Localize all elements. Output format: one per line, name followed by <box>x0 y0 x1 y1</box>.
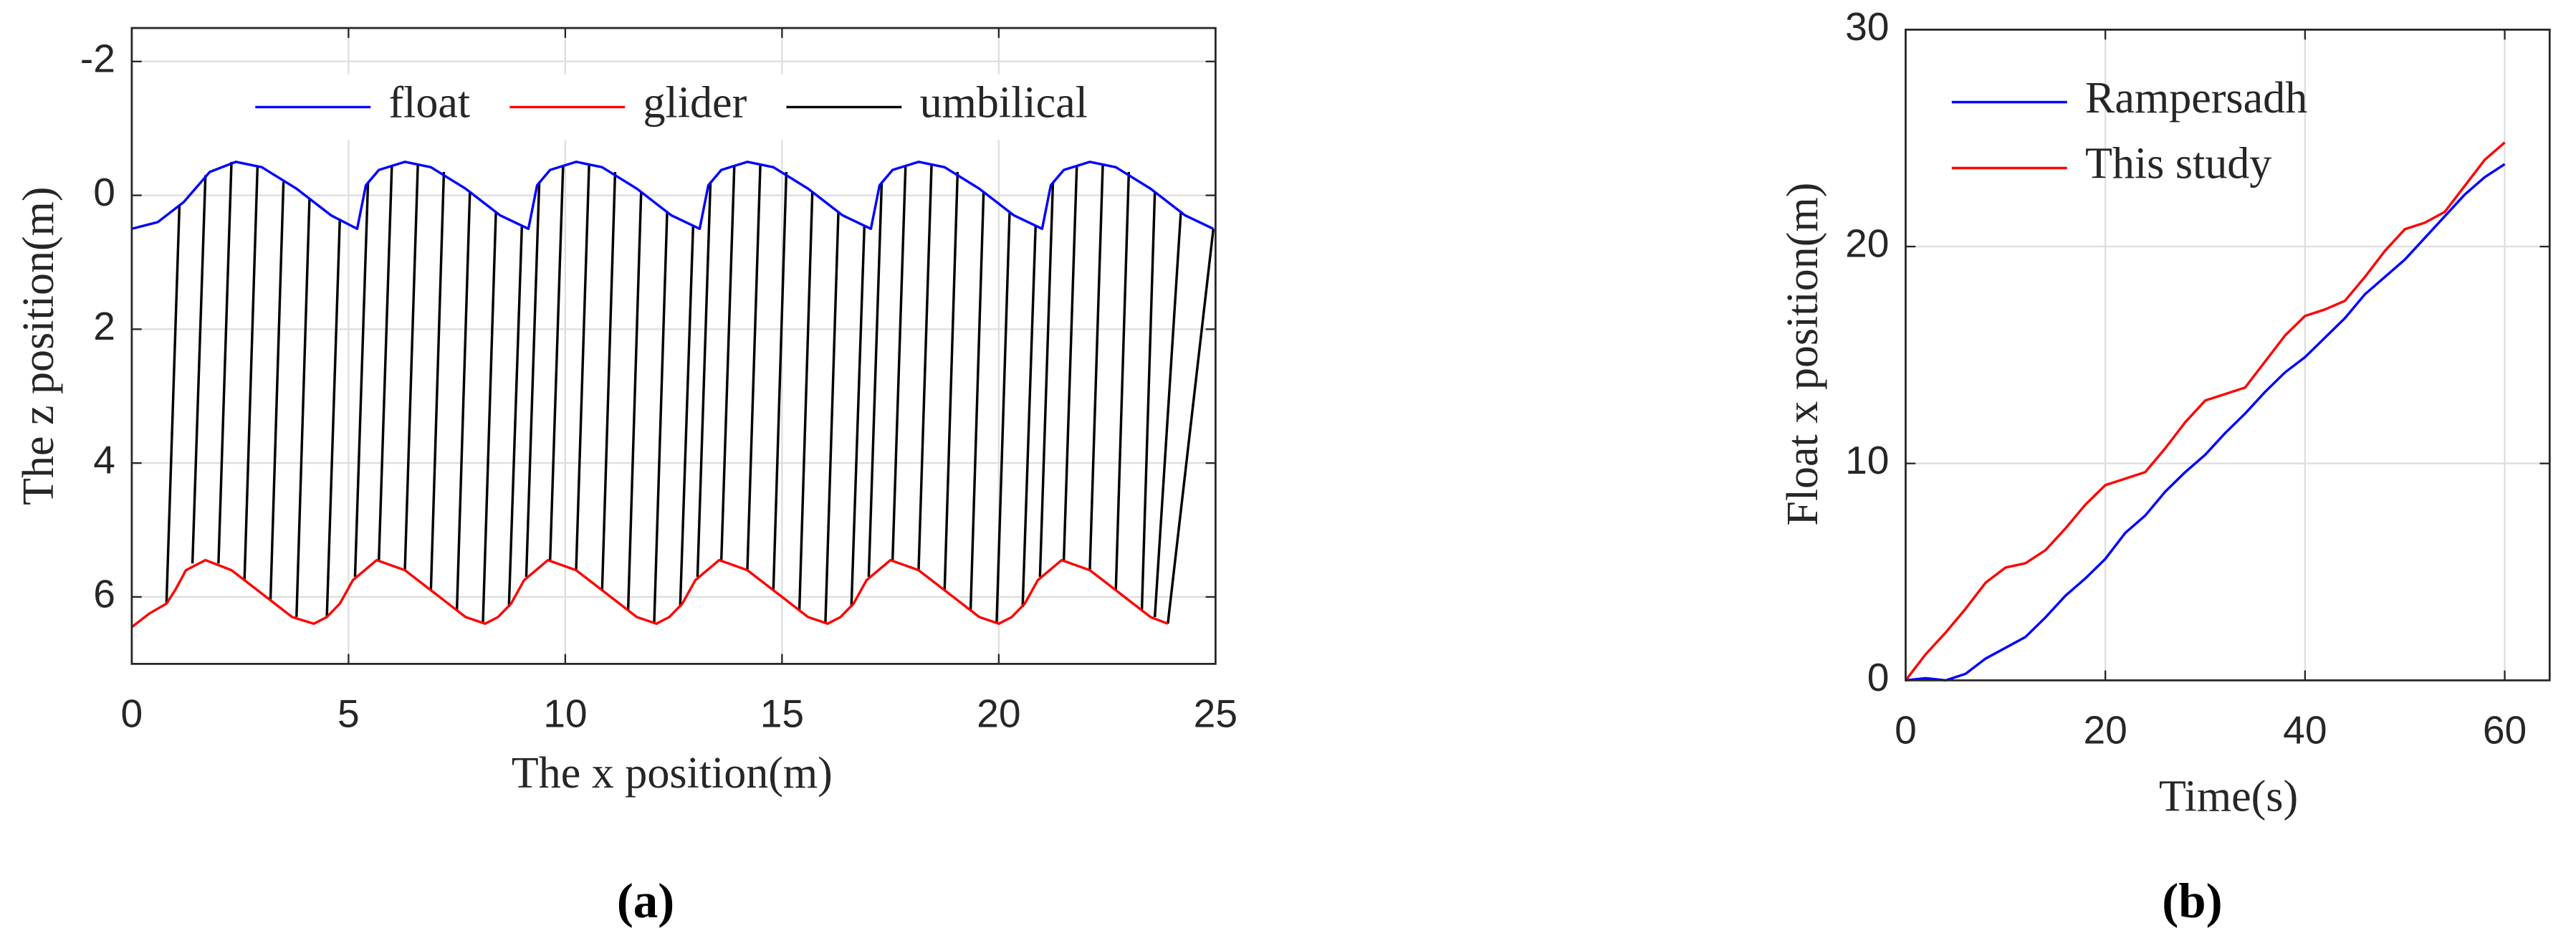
legend-background <box>241 74 1114 140</box>
legend-label: umbilical <box>920 79 1088 128</box>
legend-label: Rampersadh <box>2085 74 2307 123</box>
x-axis-label: The x position(m) <box>512 749 833 798</box>
x-tick-label: 20 <box>977 691 1020 735</box>
legend-label: glider <box>643 79 747 128</box>
x-tick-label: 20 <box>2083 707 2127 752</box>
y-axis-label: Float x position(m) <box>1778 183 1827 526</box>
series-line <box>130 558 1169 629</box>
legend: Rampersadh This study <box>1951 74 2307 188</box>
y-tick-label: 30 <box>1845 4 1889 49</box>
series-line <box>131 161 1215 230</box>
series-line <box>1905 141 2506 682</box>
y-tick-label: 0 <box>1867 655 1890 699</box>
x-tick-label: 5 <box>337 691 360 735</box>
legend-label: float <box>388 79 470 128</box>
series-line <box>165 161 1215 624</box>
caption: (b) <box>2162 874 2222 928</box>
y-tick-label: 10 <box>1845 438 1889 482</box>
y-tick-label: 20 <box>1845 221 1889 266</box>
legend: float glider umbilical <box>241 74 1114 140</box>
x-tick-label: 40 <box>2283 707 2327 752</box>
y-tick-label: -2 <box>80 36 115 80</box>
x-tick-label: 0 <box>121 691 143 735</box>
x-tick-label: 0 <box>1895 707 1917 752</box>
legend-label: This study <box>2085 140 2271 188</box>
x-tick-label: 60 <box>2483 707 2527 752</box>
x-axis-label: Time(s) <box>2159 772 2298 821</box>
y-tick-label: 4 <box>93 438 115 482</box>
y-axis-label: The z position(m) <box>14 186 63 505</box>
series-line <box>1905 163 2506 682</box>
x-tick-label: 15 <box>760 691 804 735</box>
y-tick-label: 0 <box>93 170 115 214</box>
plot-frame <box>1905 29 2551 682</box>
caption: (a) <box>617 874 674 928</box>
y-tick-label: 6 <box>93 572 115 616</box>
y-tick-label: 2 <box>93 304 115 348</box>
x-tick-label: 10 <box>543 691 587 735</box>
x-tick-label: 25 <box>1194 691 1237 735</box>
plot-frame <box>130 27 1217 665</box>
